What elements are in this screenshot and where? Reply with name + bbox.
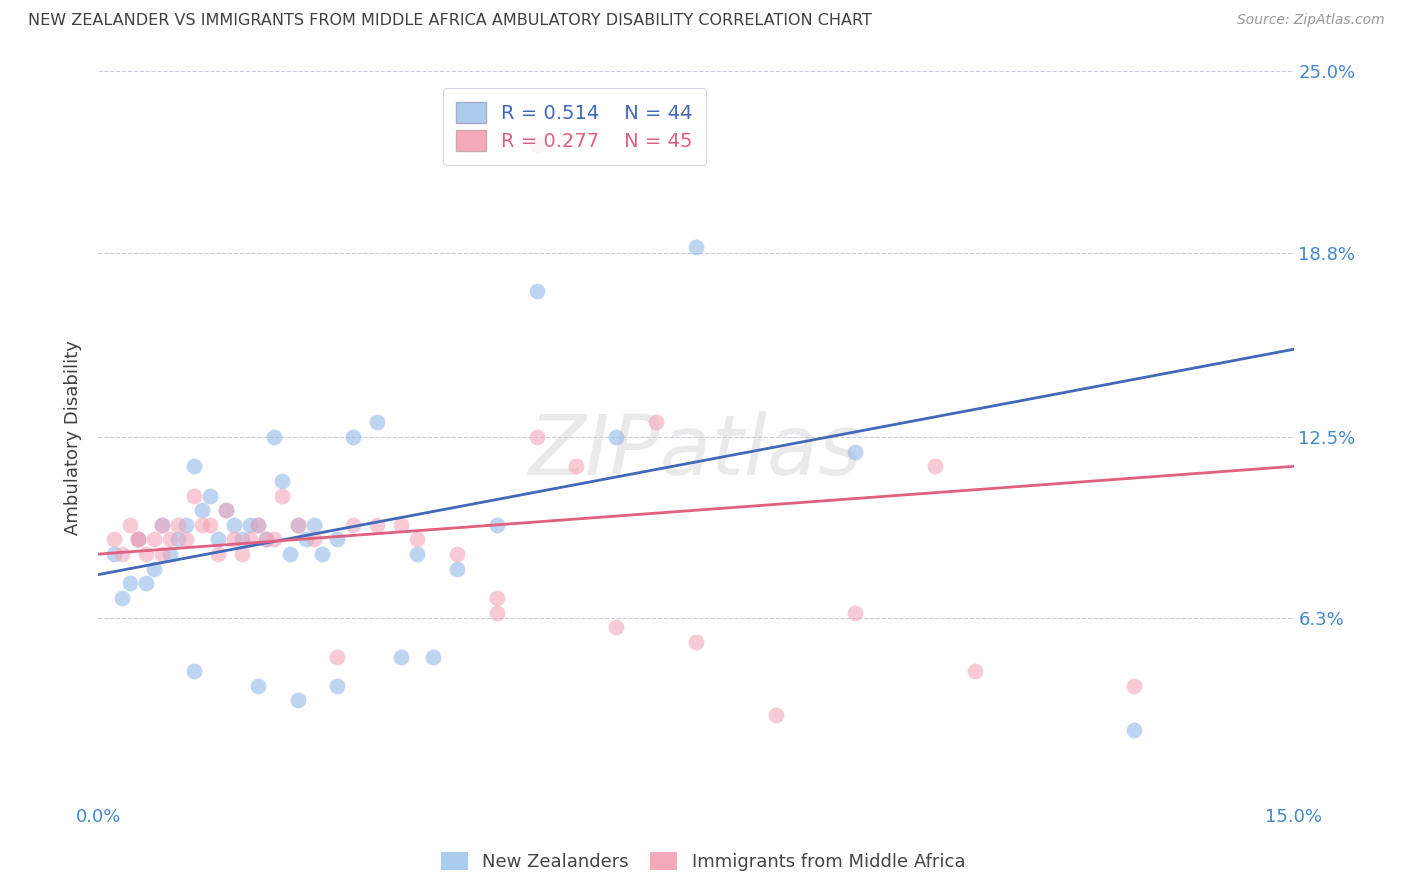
Point: [239, 533, 262, 547]
Point: [207, 547, 229, 561]
Point: [389, 649, 412, 664]
Point: [239, 517, 262, 532]
Point: [159, 547, 181, 561]
Point: [389, 517, 412, 532]
Point: [963, 664, 986, 678]
Point: [231, 533, 253, 547]
Point: [222, 533, 245, 547]
Point: [526, 137, 548, 152]
Point: [1123, 679, 1146, 693]
Point: [143, 562, 166, 576]
Point: [366, 517, 388, 532]
Point: [198, 489, 221, 503]
Point: [326, 649, 349, 664]
Point: [924, 459, 946, 474]
Point: [685, 240, 707, 254]
Point: [844, 606, 866, 620]
Point: [246, 517, 269, 532]
Point: [254, 533, 277, 547]
Point: [485, 606, 508, 620]
Point: [645, 416, 668, 430]
Point: [183, 459, 205, 474]
Point: [446, 562, 468, 576]
Point: [287, 517, 309, 532]
Legend: New Zealanders, Immigrants from Middle Africa: New Zealanders, Immigrants from Middle A…: [433, 845, 973, 879]
Point: [685, 635, 707, 649]
Point: [565, 459, 588, 474]
Point: [167, 533, 190, 547]
Point: [198, 517, 221, 532]
Point: [526, 284, 548, 298]
Point: [287, 517, 309, 532]
Point: [127, 533, 149, 547]
Point: [174, 517, 197, 532]
Point: [207, 533, 229, 547]
Point: [222, 517, 245, 532]
Point: [183, 489, 205, 503]
Point: [446, 547, 468, 561]
Point: [120, 517, 142, 532]
Text: Source: ZipAtlas.com: Source: ZipAtlas.com: [1237, 13, 1385, 28]
Point: [150, 517, 173, 532]
Y-axis label: Ambulatory Disability: Ambulatory Disability: [65, 340, 83, 534]
Point: [103, 547, 125, 561]
Point: [605, 620, 627, 634]
Point: [270, 474, 292, 488]
Point: [135, 576, 157, 591]
Point: [326, 679, 349, 693]
Point: [406, 547, 429, 561]
Point: [526, 430, 548, 444]
Point: [191, 517, 214, 532]
Point: [191, 503, 214, 517]
Point: [127, 533, 149, 547]
Point: [246, 679, 269, 693]
Point: [311, 547, 333, 561]
Point: [366, 416, 388, 430]
Point: [422, 649, 444, 664]
Point: [215, 503, 238, 517]
Point: [263, 533, 285, 547]
Point: [302, 517, 325, 532]
Point: [342, 517, 364, 532]
Point: [215, 503, 238, 517]
Point: [103, 533, 125, 547]
Point: [605, 430, 627, 444]
Point: [278, 547, 301, 561]
Point: [135, 547, 157, 561]
Point: [167, 517, 190, 532]
Point: [150, 517, 173, 532]
Point: [143, 533, 166, 547]
Point: [287, 693, 309, 707]
Text: ZIPatlas: ZIPatlas: [529, 411, 863, 492]
Point: [120, 576, 142, 591]
Point: [765, 708, 787, 723]
Point: [254, 533, 277, 547]
Point: [342, 430, 364, 444]
Point: [844, 444, 866, 458]
Point: [231, 547, 253, 561]
Point: [159, 533, 181, 547]
Point: [263, 430, 285, 444]
Point: [111, 591, 134, 605]
Point: [270, 489, 292, 503]
Text: NEW ZEALANDER VS IMMIGRANTS FROM MIDDLE AFRICA AMBULATORY DISABILITY CORRELATION: NEW ZEALANDER VS IMMIGRANTS FROM MIDDLE …: [28, 13, 872, 29]
Point: [111, 547, 134, 561]
Legend: R = 0.514    N = 44, R = 0.277    N = 45: R = 0.514 N = 44, R = 0.277 N = 45: [443, 88, 706, 165]
Point: [406, 533, 429, 547]
Point: [485, 517, 508, 532]
Point: [127, 533, 149, 547]
Point: [302, 533, 325, 547]
Point: [246, 517, 269, 532]
Point: [183, 664, 205, 678]
Point: [485, 591, 508, 605]
Point: [174, 533, 197, 547]
Point: [150, 547, 173, 561]
Point: [294, 533, 316, 547]
Point: [326, 533, 349, 547]
Point: [1123, 723, 1146, 737]
